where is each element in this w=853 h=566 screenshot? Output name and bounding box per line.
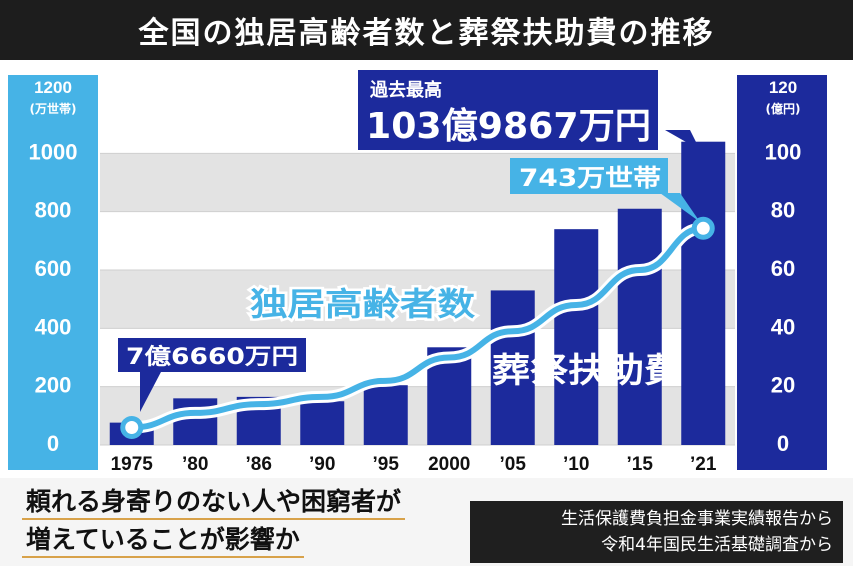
right-tick-label: 80	[771, 198, 795, 223]
left-tick-label: 400	[35, 314, 72, 339]
x-tick-label: ’05	[500, 454, 527, 475]
x-tick-labels: 1975 ’80 ’86 ’90 ’95 2000 ’05 ’10 ’15 ’21	[111, 454, 717, 475]
chart-title: 全国の独居高齢者数と葬祭扶助費の推移	[0, 0, 853, 60]
start-callout: 7億6660万円	[118, 338, 306, 412]
bar-4	[363, 385, 408, 445]
left-tick-label: 600	[35, 256, 72, 281]
x-tick-label: 2000	[428, 454, 470, 475]
peak-label: 過去最高	[370, 79, 442, 101]
left-tick-label: 800	[35, 198, 72, 223]
right-axis-top-tick: 120	[769, 78, 797, 97]
x-tick-label: ’21	[690, 454, 717, 475]
caption-line-1: 頼れる身寄りのない人や困窮者が	[22, 482, 406, 520]
source-line-2: 令和4年国民生活基礎調査から	[601, 535, 833, 555]
right-axis-panel	[737, 75, 827, 470]
x-tick-label: 1975	[111, 454, 154, 475]
right-tick-label: 100	[765, 139, 802, 164]
line-series	[120, 216, 715, 439]
left-tick-label: 1000	[29, 139, 78, 164]
left-tick-label: 200	[35, 373, 72, 398]
left-axis-top-tick: 1200	[34, 78, 72, 97]
x-tick-label: ’15	[627, 454, 654, 475]
x-tick-label: ’10	[563, 454, 589, 475]
line-series-label: 独居高齢者数	[250, 285, 476, 323]
households-callout: 743万世帯	[510, 158, 700, 222]
bar-6	[490, 290, 535, 445]
line-path	[128, 225, 707, 431]
bar-series	[109, 141, 726, 445]
right-tick-label: 20	[771, 373, 795, 398]
bar-8	[617, 208, 662, 445]
bar-9	[681, 141, 726, 445]
left-axis-unit: (万世帯)	[30, 101, 77, 116]
source-box: 生活保護費負担金事業実績報告から 令和4年国民生活基礎調査から	[470, 501, 843, 563]
peak-value: 103億9867万円	[366, 106, 651, 147]
bar-7	[554, 229, 599, 445]
right-tick-label: 40	[771, 314, 795, 339]
line-point-9	[691, 216, 715, 240]
source-line-1: 生活保護費負担金事業実績報告から	[561, 509, 833, 529]
right-axis-unit: (億円)	[766, 101, 801, 116]
left-axis-panel	[8, 75, 98, 470]
households-value: 743万世帯	[519, 164, 661, 192]
bar-1	[173, 398, 218, 445]
peak-callout: 過去最高 103億9867万円	[358, 70, 700, 150]
x-tick-label: ’90	[309, 454, 335, 475]
line-point-0	[120, 416, 144, 439]
left-tick-label: 0	[47, 431, 59, 456]
right-tick-label: 60	[771, 256, 795, 281]
caption-line-2: 増えていることが影響か	[22, 520, 304, 558]
right-tick-label: 0	[777, 431, 789, 456]
x-tick-label: ’95	[373, 454, 400, 475]
bar-3	[300, 401, 345, 445]
right-tick-labels: 0 20 40 60 80 100	[765, 139, 802, 456]
x-tick-label: ’80	[182, 454, 208, 475]
bar-series-label: 葬祭扶助費	[492, 351, 682, 391]
x-tick-label: ’86	[246, 454, 272, 475]
start-value: 7億6660万円	[126, 344, 298, 370]
left-tick-labels: 0 200 400 600 800 1000	[29, 139, 78, 456]
